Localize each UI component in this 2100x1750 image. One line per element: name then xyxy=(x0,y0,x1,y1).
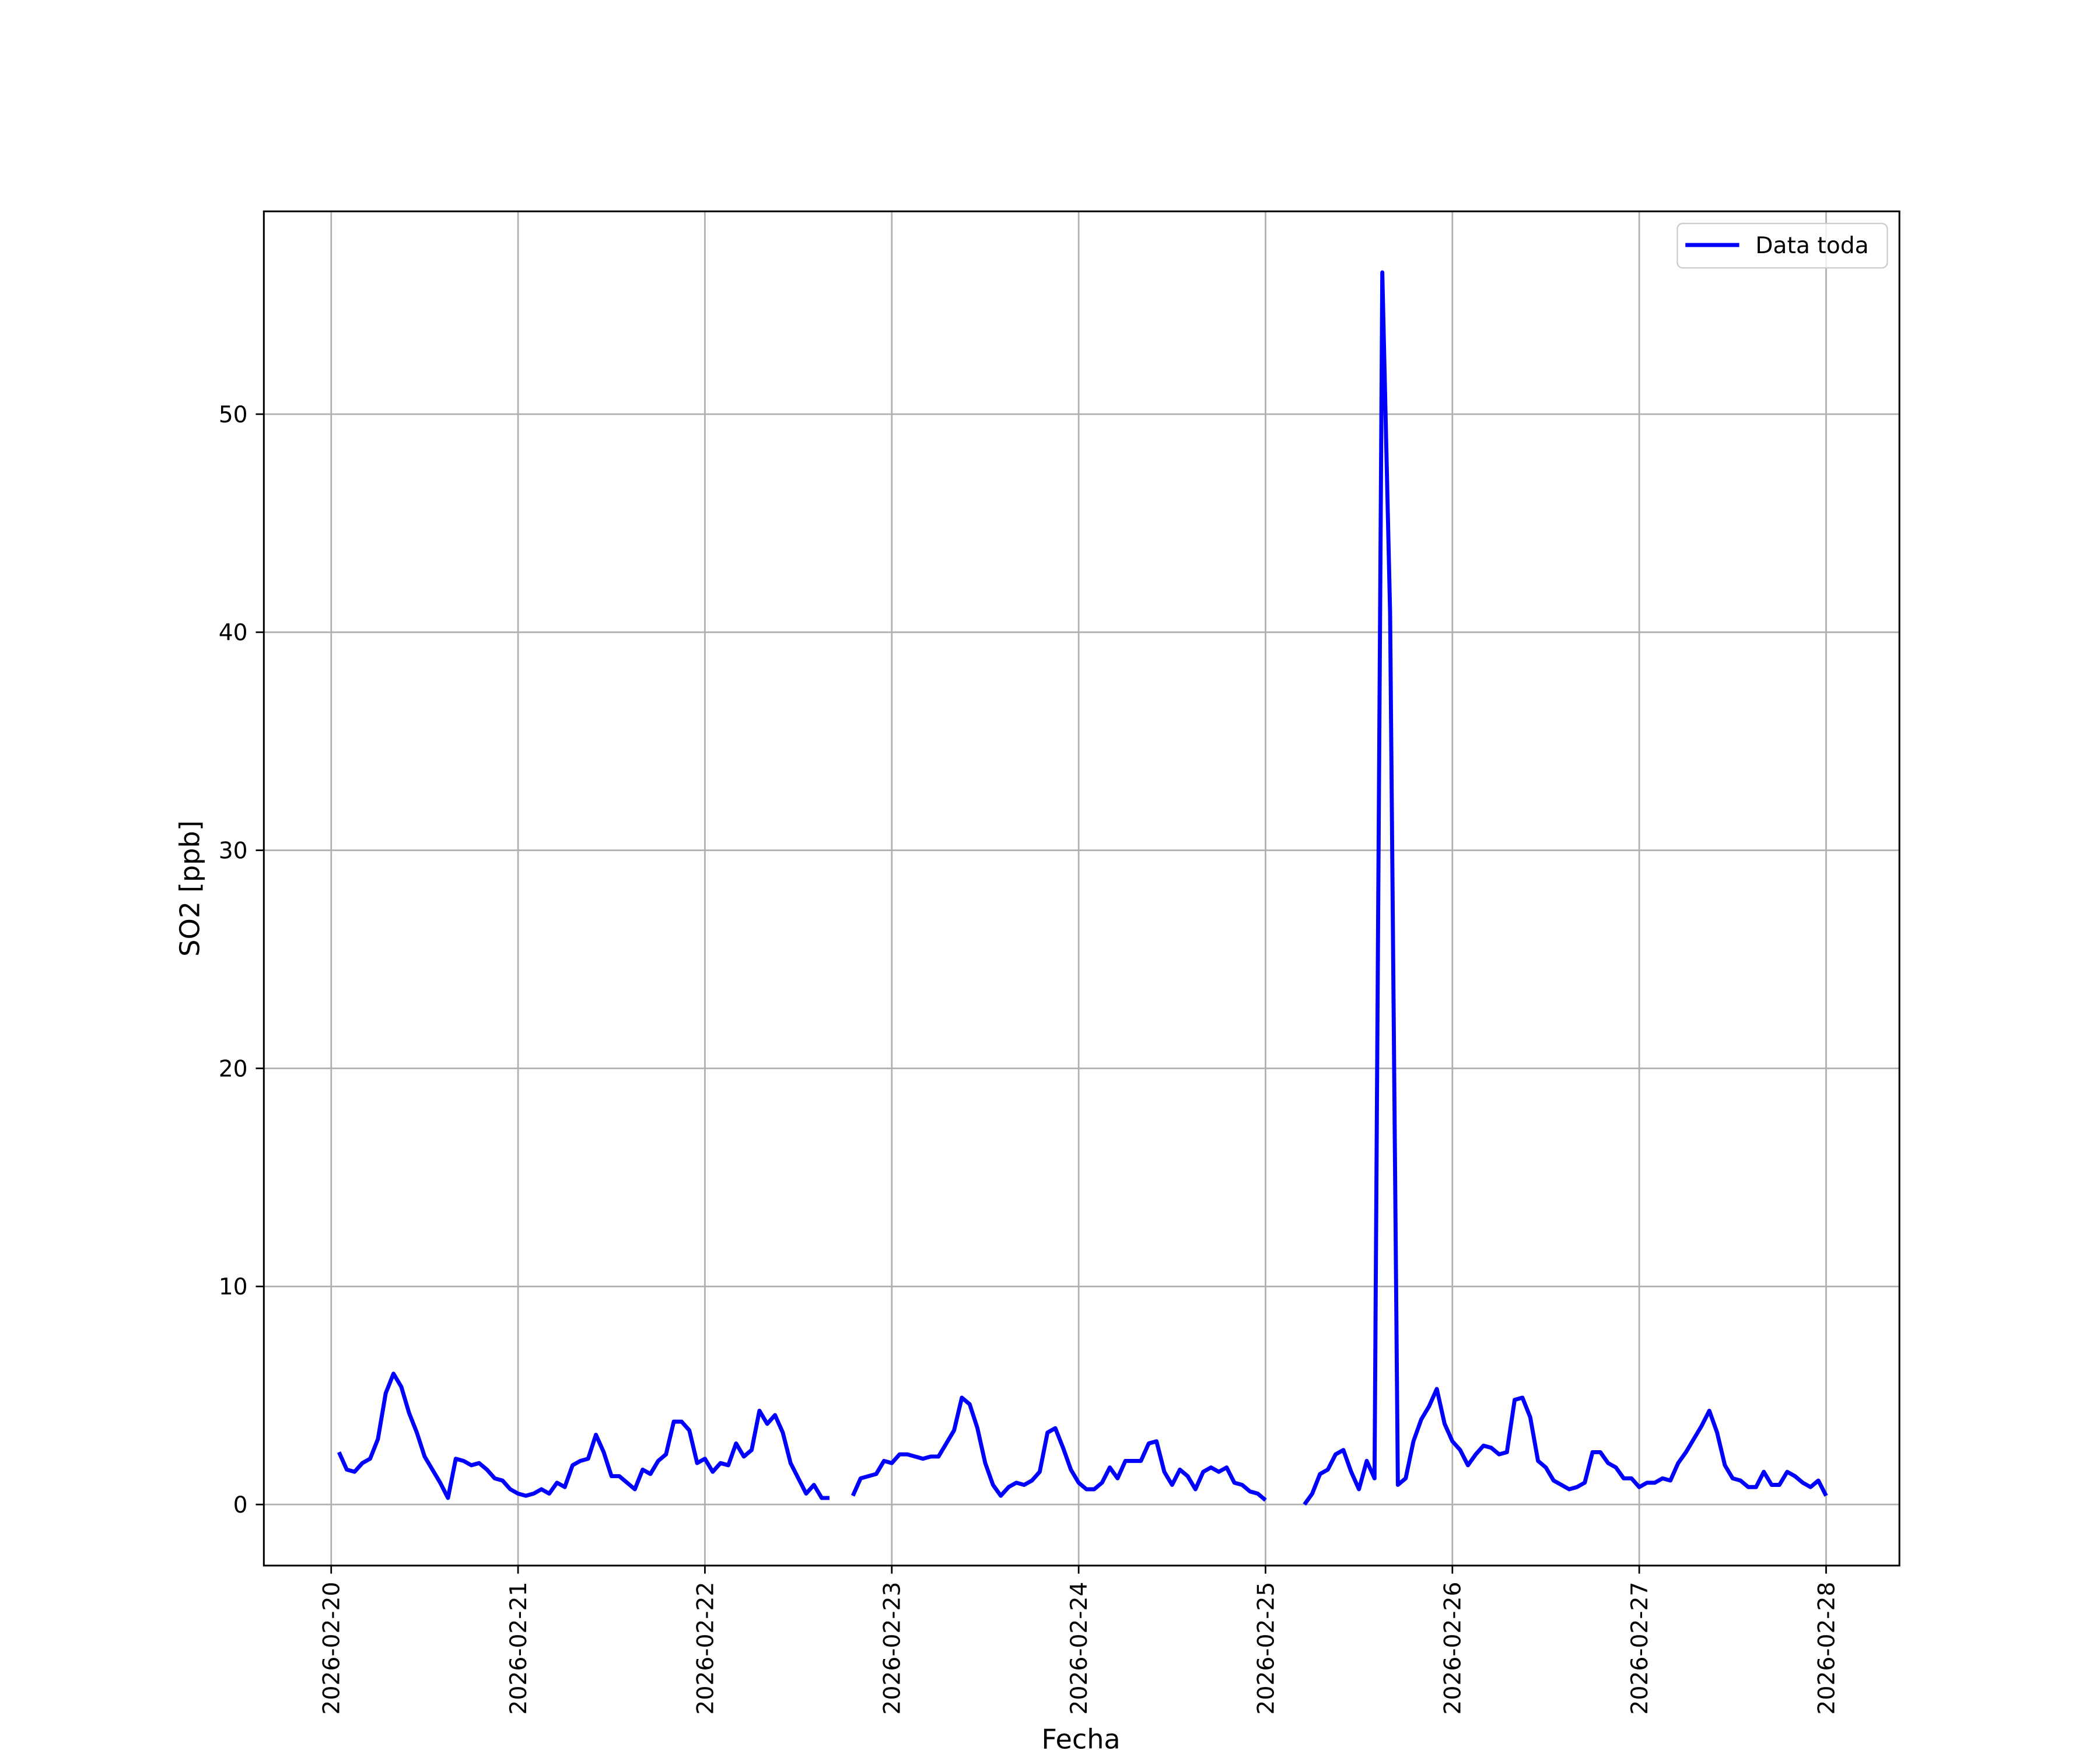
y-tick-label: 10 xyxy=(219,1274,248,1300)
x-tick-label: 2026-02-23 xyxy=(880,1582,906,1715)
x-tick-label: 2026-02-20 xyxy=(319,1582,345,1715)
x-tick-label: 2026-02-22 xyxy=(692,1582,719,1715)
x-tick-label: 2026-02-28 xyxy=(1814,1582,1840,1715)
y-tick-label: 30 xyxy=(219,838,248,864)
x-tick-label: 2026-02-26 xyxy=(1440,1582,1466,1715)
data-line xyxy=(337,270,1828,1506)
legend-box xyxy=(1676,222,1888,269)
x-tick-label: 2026-02-25 xyxy=(1253,1582,1279,1715)
y-axis-label: SO2 [ppb] xyxy=(174,820,206,957)
plot-frame xyxy=(262,210,1901,1567)
x-tick-label: 2026-02-27 xyxy=(1627,1582,1653,1715)
y-tick-label: 50 xyxy=(219,402,248,428)
x-tick-label: 2026-02-24 xyxy=(1066,1582,1093,1715)
x-tick-label: 2026-02-21 xyxy=(506,1582,532,1715)
y-tick-label: 40 xyxy=(219,620,248,646)
legend: Data toda xyxy=(1676,222,1888,269)
y-tick-label: 20 xyxy=(219,1056,248,1082)
y-tick-label: 0 xyxy=(233,1492,248,1518)
x-axis-label: Fecha xyxy=(1041,1724,1120,1750)
legend-label: Data toda xyxy=(1755,233,1868,259)
